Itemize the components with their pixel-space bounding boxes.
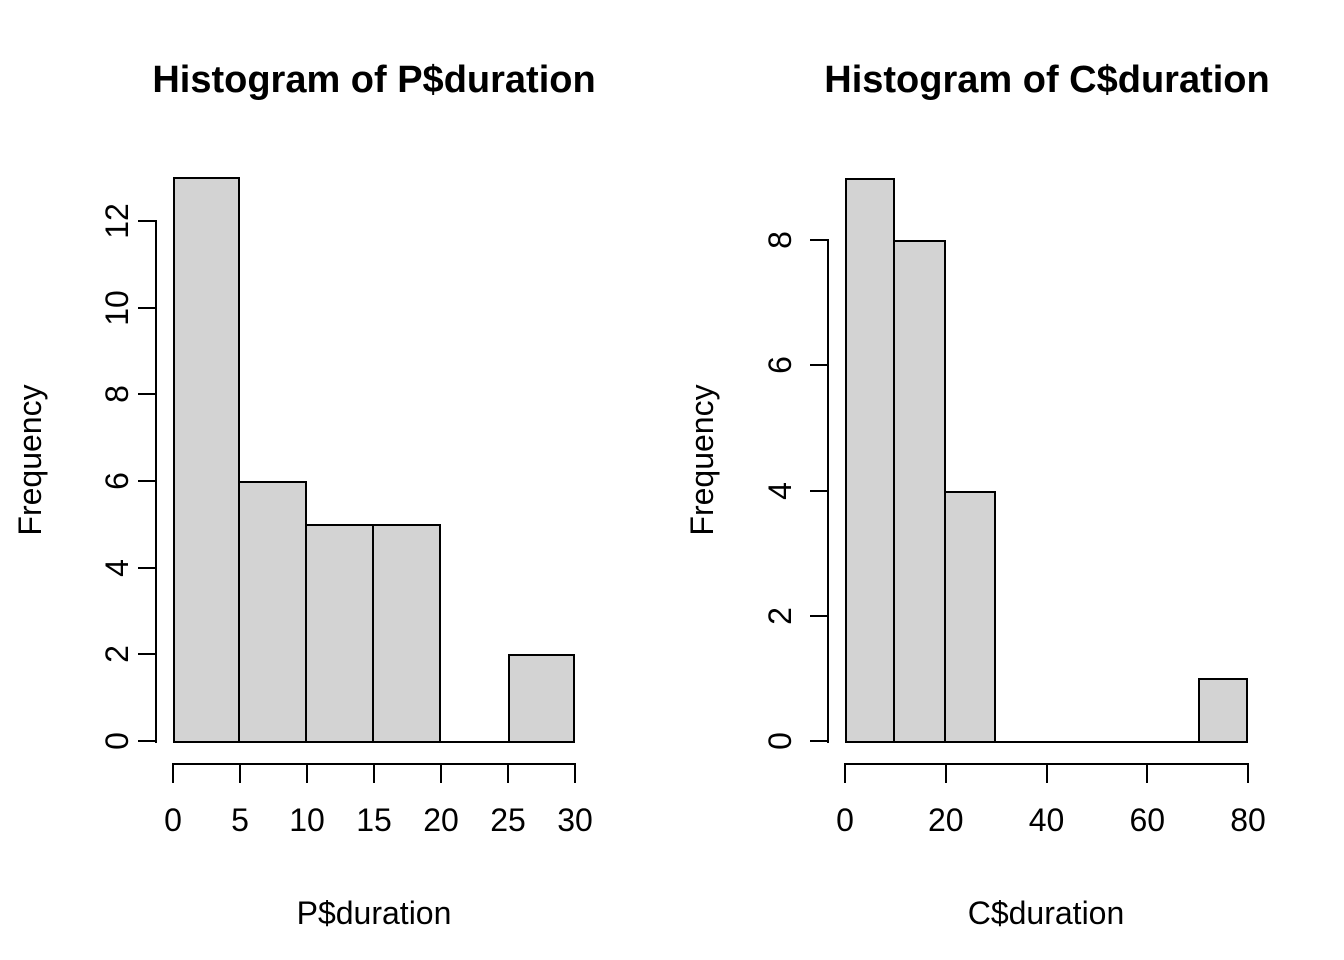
x-axis-tick [844,763,846,783]
x-tick-label: 60 [1129,802,1166,838]
y-axis-tick [138,393,157,396]
histogram-bar [943,490,997,743]
histogram-bar [173,177,240,743]
x-axis-tick [1146,763,1149,783]
x-tick-label: 5 [231,802,249,838]
histogram-bar [238,480,307,743]
x-axis-tick [239,763,241,783]
y-axis-tick [810,740,829,742]
x-axis-label: C$duration [967,895,1125,931]
histogram-baseline [845,741,1248,743]
x-tick-label: 0 [164,802,182,838]
histogram-bar [508,654,575,743]
x-axis-tick [944,763,947,783]
y-axis-tick [138,653,157,656]
x-tick-label: 15 [356,802,392,838]
x-axis-tick [440,763,442,783]
y-tick-label: 6 [762,356,798,375]
x-tick-label: 25 [490,802,526,838]
y-axis-tick [810,364,829,367]
histogram-bar [845,177,896,743]
y-axis-tick [138,566,157,569]
histogram-bar [1197,678,1248,743]
y-axis-tick [810,489,829,492]
histogram-bar [305,524,374,743]
plot-title: Histogram of P$duration [152,59,596,101]
histogram-bar [893,240,946,743]
y-axis-tick [138,219,157,222]
x-tick-label: 20 [927,802,964,838]
x-axis-tick [507,763,509,783]
x-axis-label: P$duration [296,895,452,931]
y-tick-label: 0 [762,732,798,750]
y-tick-label: 8 [762,231,798,250]
x-tick-label: 30 [557,802,593,838]
y-tick-label: 4 [762,481,798,500]
y-axis-tick [810,614,829,617]
y-axis-tick [138,479,157,482]
x-axis-tick [306,763,308,783]
x-axis-tick [1045,763,1048,783]
x-axis-tick [373,763,375,783]
x-axis-tick [1247,763,1249,783]
x-tick-label: 10 [289,802,325,838]
plot-title: Histogram of C$duration [824,59,1270,101]
y-axis-tick [138,740,157,742]
y-tick-label: 2 [762,606,798,625]
y-axis-tick [138,306,157,309]
x-tick-label: 40 [1028,802,1065,838]
x-tick-label: 80 [1230,802,1266,838]
y-axis-tick [810,239,829,242]
x-axis-tick [172,763,174,783]
x-tick-label: 20 [423,802,459,838]
histogram-bar [372,524,441,743]
y-axis-label: Frequency [684,384,720,536]
x-axis-tick [574,763,576,783]
x-tick-label: 0 [836,802,854,838]
